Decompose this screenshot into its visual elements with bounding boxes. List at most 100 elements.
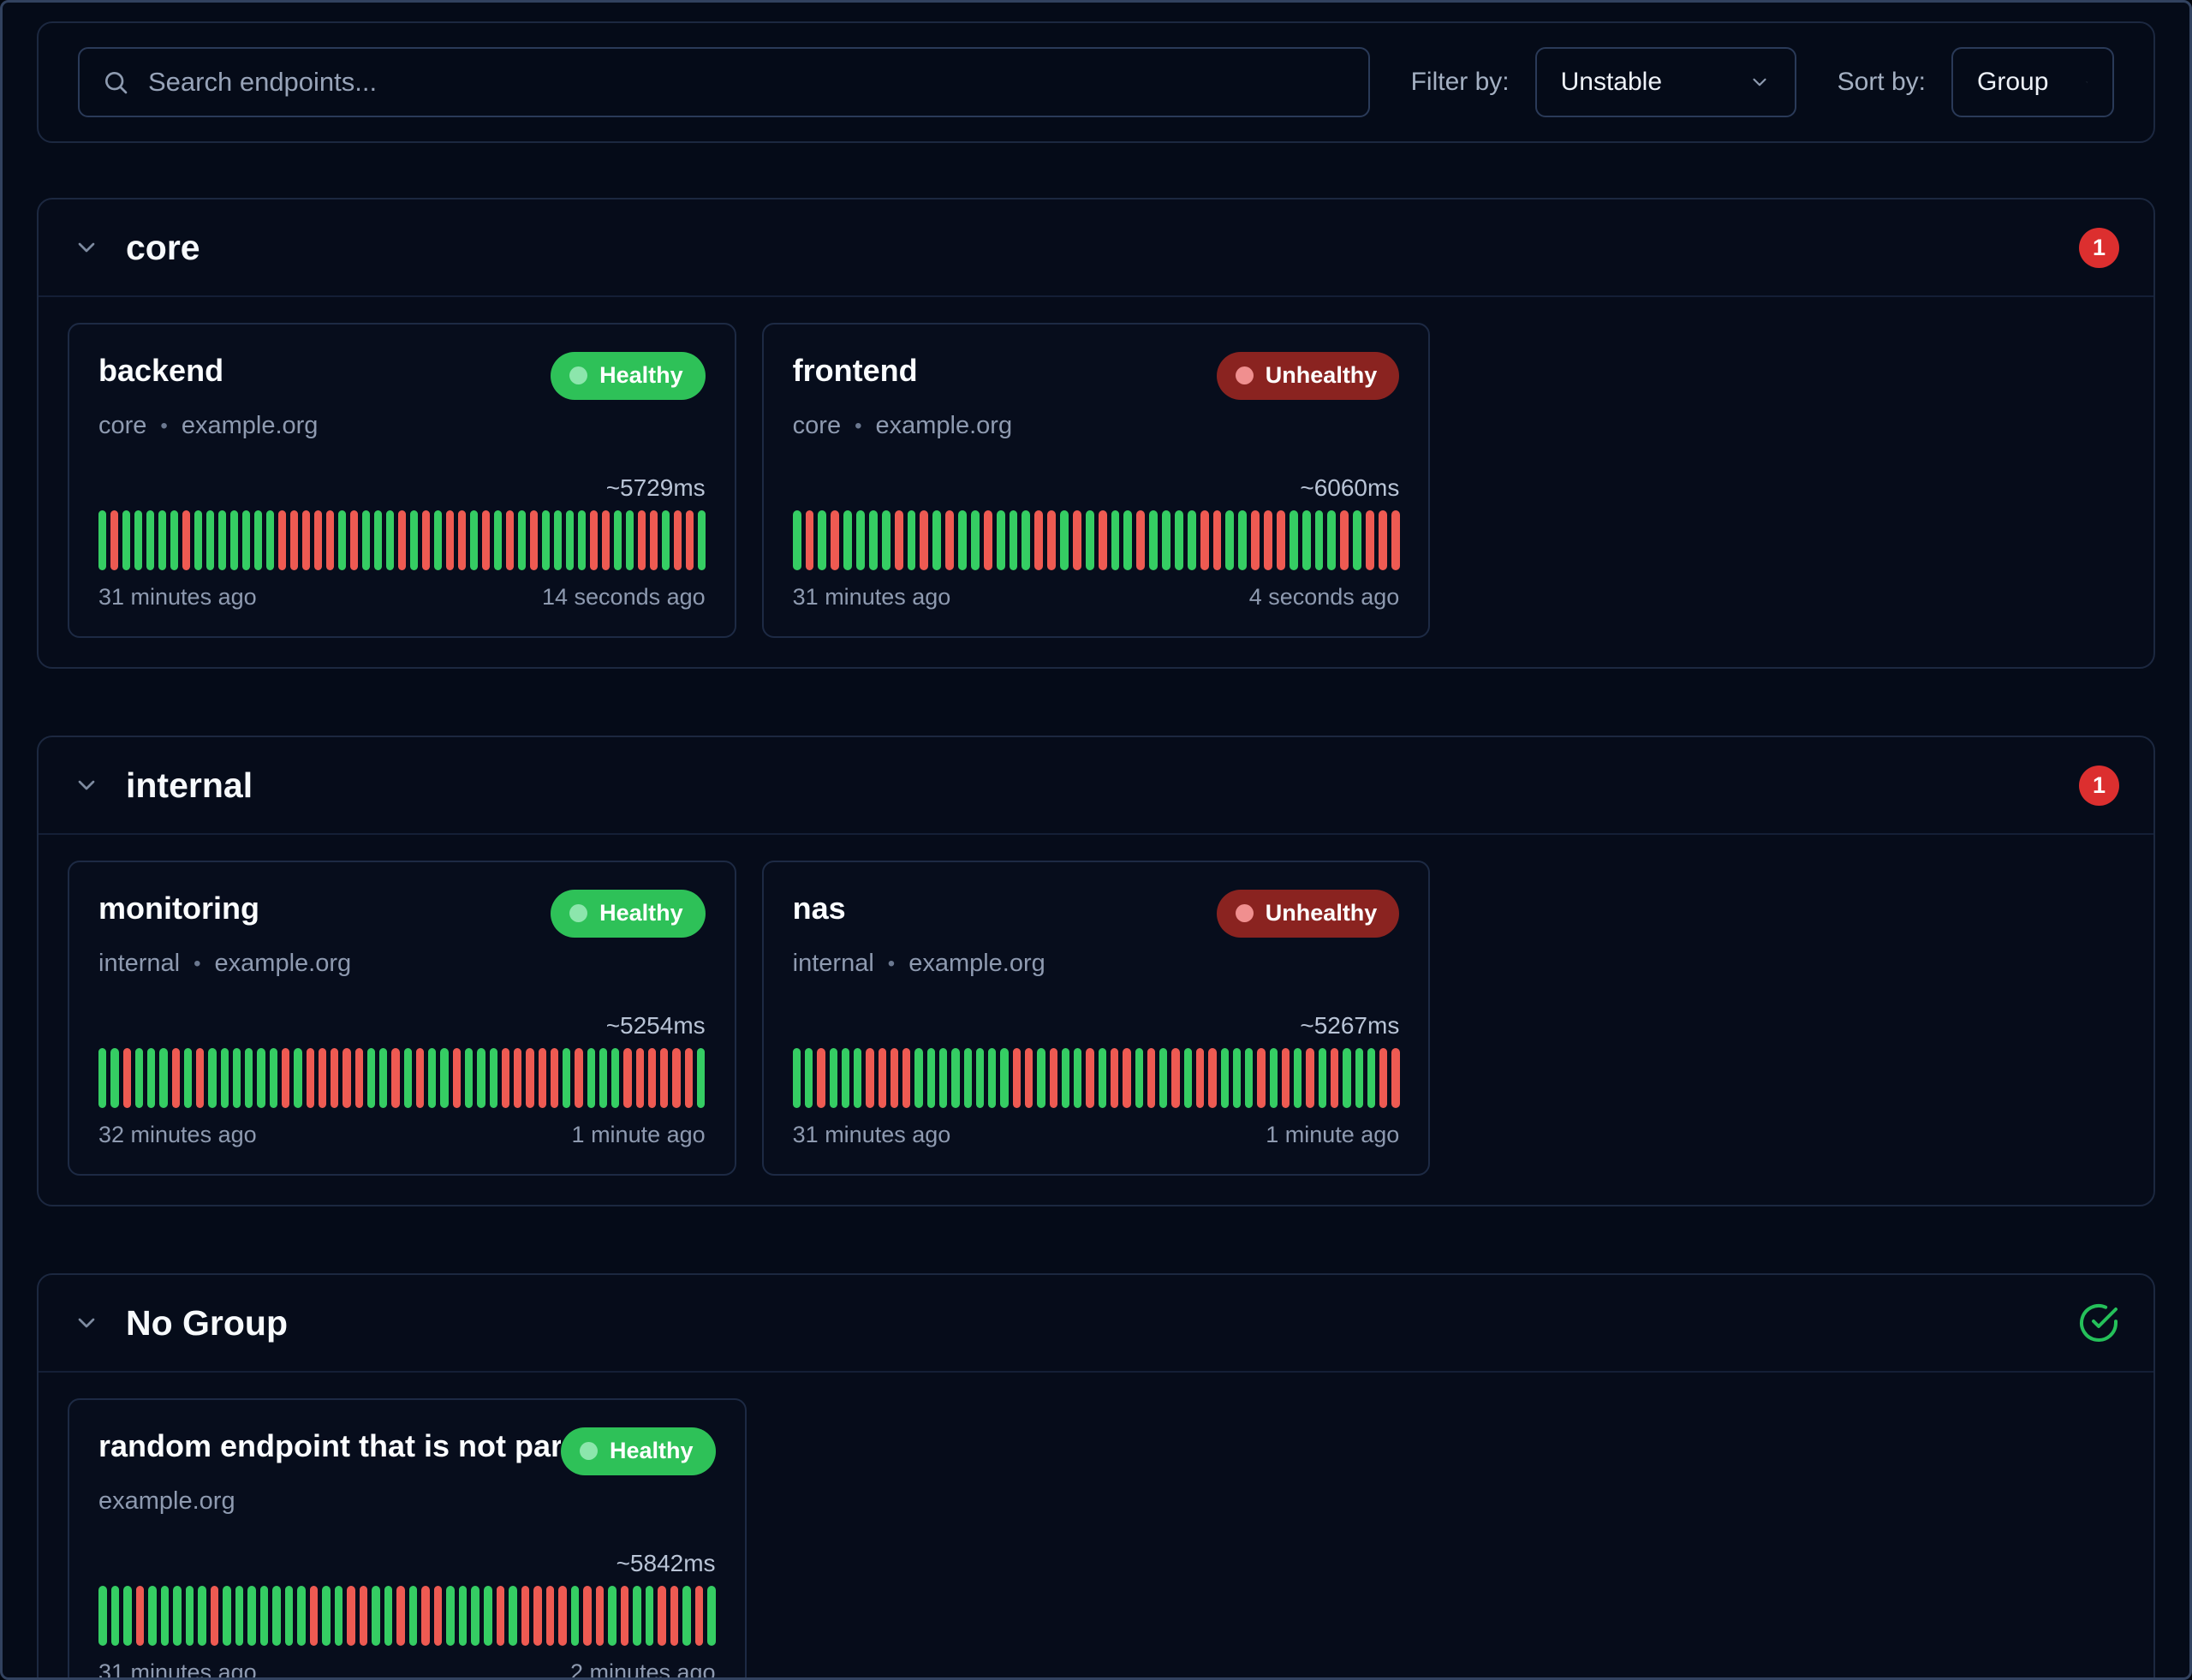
health-bar[interactable] bbox=[415, 1048, 425, 1108]
health-bar[interactable] bbox=[477, 1048, 485, 1108]
health-bar[interactable] bbox=[458, 1586, 468, 1646]
health-bar[interactable] bbox=[566, 510, 574, 570]
health-bar[interactable] bbox=[98, 1048, 107, 1108]
health-bar[interactable] bbox=[590, 510, 598, 570]
health-bar[interactable] bbox=[440, 1048, 449, 1108]
health-bar[interactable] bbox=[660, 1048, 669, 1108]
health-bar[interactable] bbox=[804, 1048, 813, 1108]
health-bar[interactable] bbox=[614, 510, 622, 570]
health-bar[interactable] bbox=[1276, 510, 1285, 570]
health-bar[interactable] bbox=[208, 1048, 217, 1108]
health-bar[interactable] bbox=[914, 1048, 923, 1108]
health-bar[interactable] bbox=[963, 1048, 972, 1108]
health-bar[interactable] bbox=[854, 1048, 862, 1108]
group-header[interactable]: internal 1 bbox=[39, 737, 2153, 833]
health-bar[interactable] bbox=[792, 510, 801, 570]
endpoint-card-monitoring[interactable]: monitoring Healthy internal • example.or… bbox=[68, 861, 736, 1176]
health-bar[interactable] bbox=[538, 1048, 546, 1108]
health-bar[interactable] bbox=[338, 510, 346, 570]
health-bar[interactable] bbox=[1281, 1048, 1290, 1108]
health-bar[interactable] bbox=[1159, 1048, 1168, 1108]
health-bar[interactable] bbox=[1367, 1048, 1376, 1108]
health-history[interactable] bbox=[792, 510, 1400, 570]
health-bar[interactable] bbox=[232, 1048, 241, 1108]
health-bar[interactable] bbox=[1318, 1048, 1327, 1108]
health-bar[interactable] bbox=[245, 1048, 253, 1108]
health-bar[interactable] bbox=[446, 1586, 455, 1646]
health-bar[interactable] bbox=[386, 510, 394, 570]
health-bar[interactable] bbox=[135, 1586, 145, 1646]
health-bar[interactable] bbox=[331, 1048, 339, 1108]
health-bar[interactable] bbox=[134, 510, 142, 570]
health-bar[interactable] bbox=[122, 1048, 131, 1108]
health-bar[interactable] bbox=[220, 1048, 229, 1108]
health-bar[interactable] bbox=[302, 510, 310, 570]
health-bar[interactable] bbox=[183, 1048, 193, 1108]
health-history[interactable] bbox=[98, 1048, 706, 1108]
health-bar[interactable] bbox=[1086, 1048, 1094, 1108]
endpoint-card-random[interactable]: random endpoint that is not part... Heal… bbox=[68, 1398, 747, 1677]
health-bar[interactable] bbox=[1220, 1048, 1229, 1108]
health-bar[interactable] bbox=[1187, 510, 1196, 570]
health-bar[interactable] bbox=[518, 510, 526, 570]
health-bar[interactable] bbox=[1208, 1048, 1217, 1108]
endpoint-card-nas[interactable]: nas Unhealthy internal • example.org ~52… bbox=[761, 861, 1431, 1176]
health-bar[interactable] bbox=[792, 1048, 801, 1108]
health-bar[interactable] bbox=[608, 1586, 616, 1646]
health-bar[interactable] bbox=[1245, 1048, 1254, 1108]
health-bar[interactable] bbox=[1171, 1048, 1180, 1108]
health-bar[interactable] bbox=[309, 1586, 319, 1646]
health-bar[interactable] bbox=[1331, 1048, 1339, 1108]
health-bar[interactable] bbox=[1047, 510, 1057, 570]
health-bar[interactable] bbox=[1060, 510, 1069, 570]
health-bar[interactable] bbox=[278, 510, 286, 570]
health-bar[interactable] bbox=[578, 510, 586, 570]
health-bar[interactable] bbox=[410, 510, 418, 570]
health-bar[interactable] bbox=[831, 510, 840, 570]
health-bar[interactable] bbox=[583, 1586, 592, 1646]
health-bar[interactable] bbox=[686, 510, 694, 570]
health-bar[interactable] bbox=[471, 1586, 480, 1646]
health-bar[interactable] bbox=[920, 510, 929, 570]
health-bar[interactable] bbox=[266, 510, 274, 570]
health-bar[interactable] bbox=[1136, 510, 1146, 570]
health-bar[interactable] bbox=[647, 1048, 657, 1108]
health-bar[interactable] bbox=[314, 510, 322, 570]
health-bar[interactable] bbox=[326, 510, 334, 570]
health-bar[interactable] bbox=[230, 510, 238, 570]
health-bar[interactable] bbox=[698, 510, 706, 570]
health-bar[interactable] bbox=[433, 1586, 443, 1646]
health-bar[interactable] bbox=[334, 1586, 343, 1646]
health-bar[interactable] bbox=[269, 1048, 277, 1108]
group-header[interactable]: No Group bbox=[39, 1275, 2153, 1371]
health-bar[interactable] bbox=[354, 1048, 363, 1108]
health-bar[interactable] bbox=[645, 1586, 654, 1646]
health-bar[interactable] bbox=[223, 1586, 231, 1646]
health-bar[interactable] bbox=[926, 1048, 936, 1108]
health-bar[interactable] bbox=[398, 510, 406, 570]
health-bar[interactable] bbox=[866, 1048, 874, 1108]
health-bar[interactable] bbox=[434, 510, 442, 570]
endpoint-card-frontend[interactable]: frontend Unhealthy core • example.org ~6… bbox=[761, 323, 1431, 638]
health-bar[interactable] bbox=[907, 510, 916, 570]
health-bar[interactable] bbox=[281, 1048, 290, 1108]
health-bar[interactable] bbox=[1195, 1048, 1205, 1108]
health-bar[interactable] bbox=[575, 1048, 583, 1108]
health-bar[interactable] bbox=[996, 510, 1005, 570]
health-bar[interactable] bbox=[98, 510, 106, 570]
health-bar[interactable] bbox=[306, 1048, 314, 1108]
health-bar[interactable] bbox=[122, 510, 130, 570]
health-bar[interactable] bbox=[259, 1586, 269, 1646]
health-bar[interactable] bbox=[1000, 1048, 1009, 1108]
health-bar[interactable] bbox=[422, 510, 430, 570]
health-bar[interactable] bbox=[446, 510, 454, 570]
health-bar[interactable] bbox=[210, 1586, 219, 1646]
health-bar[interactable] bbox=[599, 1048, 608, 1108]
health-bar[interactable] bbox=[350, 510, 358, 570]
health-bar[interactable] bbox=[841, 1048, 850, 1108]
health-bar[interactable] bbox=[1269, 1048, 1278, 1108]
health-bar[interactable] bbox=[509, 1586, 517, 1646]
health-bar[interactable] bbox=[1378, 510, 1387, 570]
health-bar[interactable] bbox=[1049, 1048, 1057, 1108]
health-bar[interactable] bbox=[194, 510, 202, 570]
